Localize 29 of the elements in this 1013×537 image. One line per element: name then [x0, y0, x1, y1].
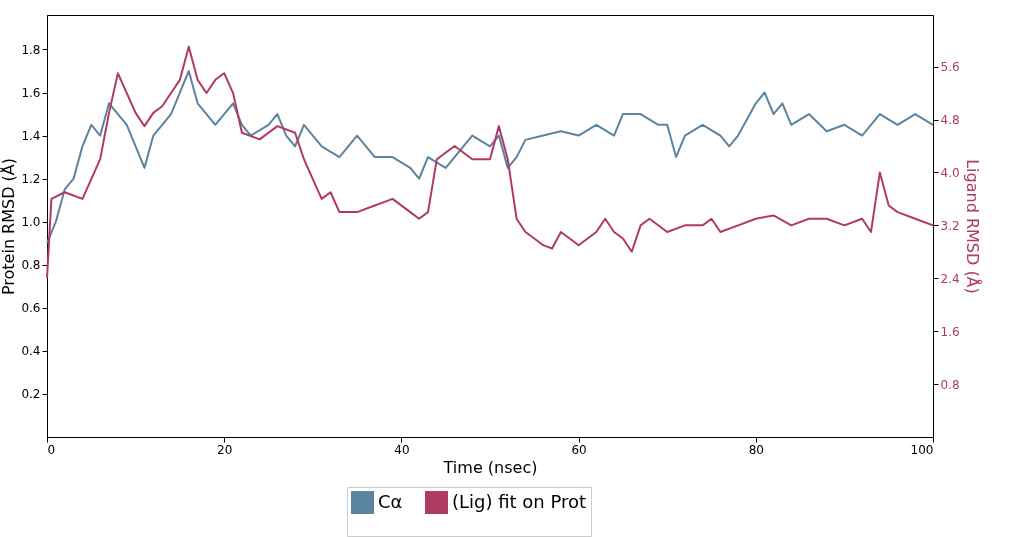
x-tick-label: 40	[394, 442, 410, 457]
y-tick-label: 0.6	[21, 301, 41, 316]
x-tick-label: 60	[571, 442, 587, 457]
y2-tick-label: 3.2	[940, 218, 960, 233]
y-tick-label: 0.2	[21, 387, 41, 402]
y-tick-label: 1.6	[21, 86, 41, 101]
x-tick-label: 100	[910, 442, 934, 457]
x-tick-label: 80	[748, 442, 764, 457]
y2-axis-title: Ligand RMSD (Å)	[962, 159, 982, 294]
x-tick-label: 20	[217, 442, 233, 457]
y-tick-label: 1.4	[21, 129, 41, 144]
y2-tick-label: 4.0	[940, 165, 960, 180]
y2-tick-label: 5.6	[940, 60, 960, 75]
y2-tick-label: 2.4	[940, 271, 960, 286]
line-series	[46, 69, 934, 245]
y-tick-label: 0.4	[21, 344, 41, 359]
y-tick-label: 1.2	[21, 172, 41, 187]
legend-label: (Lig) fit on Prot	[452, 490, 587, 512]
y2-tick-label: 1.6	[940, 324, 960, 339]
line-series	[46, 45, 934, 280]
y2-tick-label: 0.8	[940, 377, 960, 392]
y2-tick-label: 4.8	[940, 113, 960, 128]
legend-label: Cα	[378, 490, 403, 512]
y-tick-label: 1.0	[21, 215, 41, 230]
x-axis-title: Time (nsec)	[442, 457, 538, 477]
x-tick-label: 0	[47, 442, 56, 457]
y-axis-title: Protein RMSD (Å)	[0, 157, 19, 296]
y-tick-label: 1.8	[21, 42, 41, 57]
y-tick-label: 0.8	[21, 258, 41, 273]
